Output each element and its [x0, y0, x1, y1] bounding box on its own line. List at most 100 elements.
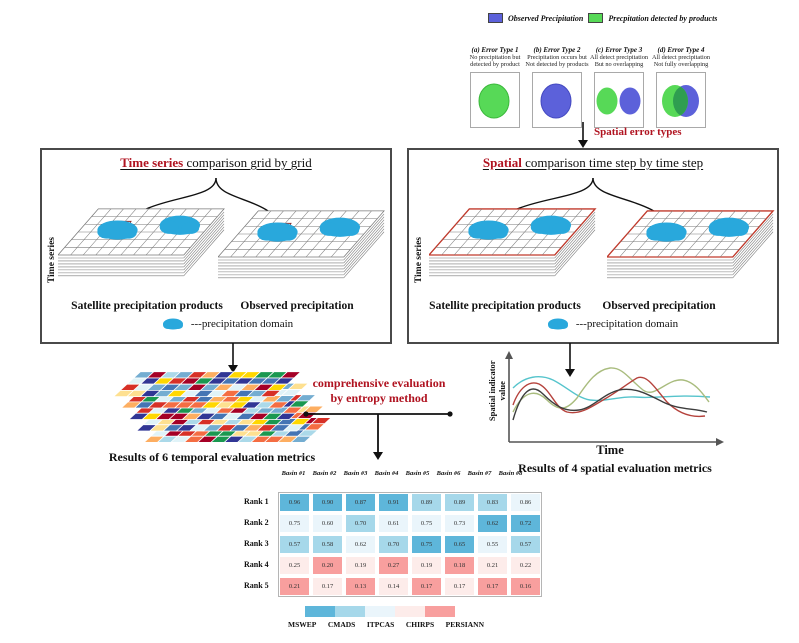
- rank-cell: 0.17: [412, 578, 441, 595]
- rank-cell: 0.61: [379, 515, 408, 532]
- basin-header: Basin #8: [498, 470, 523, 477]
- time-xlabel: Time: [596, 443, 624, 457]
- observed-label: Observed Precipitation: [508, 13, 584, 23]
- rank-cell: 0.62: [346, 536, 375, 553]
- basin-header: Basin #6: [436, 470, 461, 477]
- rank-cell: 0.19: [412, 557, 441, 574]
- grid-stack-satellite: [57, 202, 226, 284]
- title-red-part: Time series: [120, 155, 184, 170]
- title-rest-part: comparison grid by grid: [183, 155, 312, 170]
- spatial-metrics-line-chart: [505, 351, 724, 446]
- error-type-panel: (d) Error Type 4 All detect precipitatio…: [643, 46, 719, 128]
- time-series-comparison-panel: Time series comparison grid by grid Time…: [40, 148, 392, 344]
- legend-segment: [395, 606, 425, 617]
- entropy-line2: by entropy method: [330, 391, 428, 405]
- observed-swatch: [488, 13, 503, 23]
- rank-cell: 0.19: [346, 557, 375, 574]
- blob-icon: [547, 318, 568, 330]
- product-color-bar: [305, 606, 455, 617]
- rank-cell: 0.22: [511, 557, 540, 574]
- rank-cell: 0.72: [511, 515, 540, 532]
- rank-cell: 0.75: [280, 515, 309, 532]
- rank-cell: 0.57: [511, 536, 540, 553]
- precipitation-domain-text: ---precipitation domain: [190, 318, 294, 330]
- product-name: PERSIANN: [445, 620, 484, 629]
- product-name: MSWEP: [288, 620, 317, 629]
- rank-cell: 0.14: [379, 578, 408, 595]
- time-series-panel-title: Time series comparison grid by grid: [42, 155, 390, 171]
- error-type-illustration: [540, 83, 572, 119]
- error-type-title: (a) Error Type 1: [471, 46, 519, 54]
- title-red-part: Spatial: [482, 155, 522, 170]
- rank-cell: 0.17: [445, 578, 474, 595]
- rank-cell: 0.58: [313, 536, 342, 553]
- basin-header-row: Basin #1 Basin #2 Basin #3 Basin #4 Basin #5…: [279, 470, 525, 477]
- rank-cell: 0.57: [280, 536, 309, 553]
- satellite-products-label: Satellite precipitation products: [71, 300, 223, 312]
- rank-cell: 0.75: [412, 536, 441, 553]
- precipitation-domain-legend: ---precipitation domain: [102, 317, 352, 331]
- basin-header: Basin #5: [405, 470, 430, 477]
- rank-cell: 0.73: [445, 515, 474, 532]
- rank-cell: 0.18: [445, 557, 474, 574]
- cyan-series: [512, 376, 711, 402]
- error-type-panel: (b) Error Type 2 Precipitation occurs bu…: [519, 46, 595, 128]
- error-type-illustration: [596, 87, 641, 115]
- rank-cell: 0.25: [280, 557, 309, 574]
- t-connector: [303, 411, 453, 460]
- basin-header: Basin #7: [467, 470, 492, 477]
- satellite-products-label: Satellite precipitation products: [429, 300, 581, 312]
- grid-stack-observed: [605, 204, 775, 286]
- grid-stack-satellite: [427, 202, 597, 284]
- rank-cell: 0.55: [478, 536, 507, 553]
- error-type-title: (d) Error Type 4: [657, 46, 705, 54]
- spatial-caption: Results of 4 spatial evaluation metrics: [518, 461, 712, 475]
- grid-stack-observed: [217, 204, 386, 286]
- error-type-illustration: [662, 84, 699, 117]
- basin-header: Basin #4: [374, 470, 399, 477]
- rank-cell: 0.62: [478, 515, 507, 532]
- product-name: ITPCAS: [366, 620, 395, 629]
- legend-segment: [335, 606, 365, 617]
- spatial-panel-title: Spatial comparison time step by time ste…: [409, 155, 777, 171]
- rank-cell: 0.17: [478, 578, 507, 595]
- observed-precipitation-label: Observed precipitation: [240, 300, 354, 312]
- error-type-illustration: [478, 83, 510, 119]
- rank-cell: 0.21: [478, 557, 507, 574]
- time-series-axis-label: Time series: [47, 237, 57, 283]
- rank-label: Rank 4: [244, 560, 269, 569]
- error-type-box: [532, 71, 582, 128]
- error-type-title: (c) Error Type 3: [595, 46, 643, 54]
- blob-icon: [162, 318, 183, 330]
- product-name-row: MSWEP CMADS ITPCAS CHIRPS PERSIANN: [288, 620, 484, 629]
- grid-stack-illustration: [605, 210, 775, 279]
- error-type-desc2: But no overlapping: [594, 61, 644, 69]
- product-name: CHIRPS: [405, 620, 435, 629]
- detected-swatch: [588, 13, 604, 23]
- error-type-desc2: detected by product: [470, 61, 520, 69]
- error-type-desc2: Not detected by products: [525, 61, 589, 69]
- rank-cell: 0.60: [313, 515, 342, 532]
- rank-table-grid: 0.96 0.90 0.87 0.91 0.89 0.89 0.83 0.86 0.75 0.60…: [278, 492, 542, 597]
- error-legend: Observed Precipitation Precpitation dete…: [488, 13, 717, 23]
- down-arrow-icon: [565, 343, 575, 377]
- observed-precipitation-label: Observed precipitation: [602, 300, 716, 312]
- rank-cell: 0.90: [313, 494, 342, 511]
- grid-stack-illustration: [427, 208, 597, 277]
- grid-stack-illustration: [217, 210, 385, 279]
- product-name: CMADS: [327, 620, 356, 629]
- rank-cell: 0.16: [511, 578, 540, 595]
- down-arrow-icon: [228, 343, 238, 373]
- black-series: [512, 388, 708, 421]
- rank-cell: 0.20: [313, 557, 342, 574]
- rank-cell: 0.27: [379, 557, 408, 574]
- rank-cell: 0.17: [313, 578, 342, 595]
- error-type-desc2: Not fully overlapping: [653, 61, 709, 69]
- rank-cell: 0.75: [412, 515, 441, 532]
- grid-stack-illustration: [57, 208, 225, 277]
- rank-label-column: Rank 1 Rank 2 Rank 3 Rank 4 Rank 5: [244, 493, 269, 594]
- legend-segment: [425, 606, 455, 617]
- basin-header: Basin #1: [281, 470, 306, 477]
- error-type-box: [594, 71, 644, 128]
